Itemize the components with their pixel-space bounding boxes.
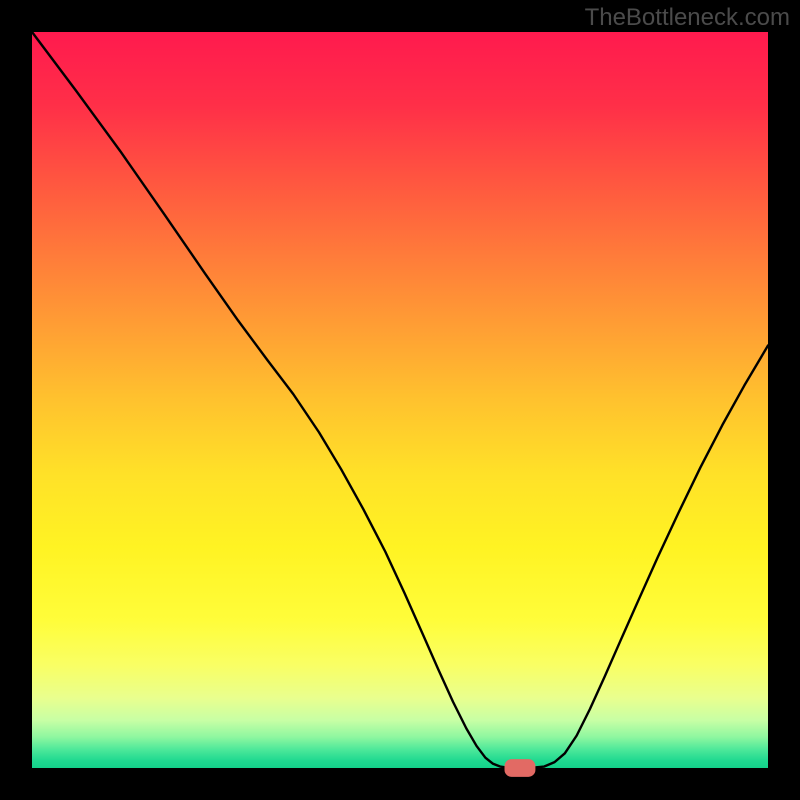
plot-background <box>32 32 768 768</box>
watermark-label: TheBottleneck.com <box>585 4 790 32</box>
sweet-spot-marker <box>505 759 536 777</box>
bottleneck-chart <box>0 0 800 800</box>
chart-stage: TheBottleneck.com <box>0 0 800 800</box>
